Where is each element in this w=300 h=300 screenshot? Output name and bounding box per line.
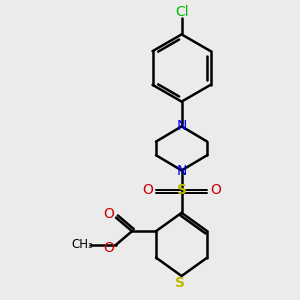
Text: O: O — [103, 241, 114, 255]
Text: O: O — [103, 207, 114, 221]
Text: S: S — [175, 276, 185, 290]
Text: Cl: Cl — [175, 5, 188, 19]
Text: N: N — [176, 164, 187, 178]
Text: CH₃: CH₃ — [71, 238, 93, 251]
Text: O: O — [210, 183, 220, 197]
Text: S: S — [177, 183, 187, 197]
Text: O: O — [142, 183, 153, 197]
Text: N: N — [176, 118, 187, 133]
